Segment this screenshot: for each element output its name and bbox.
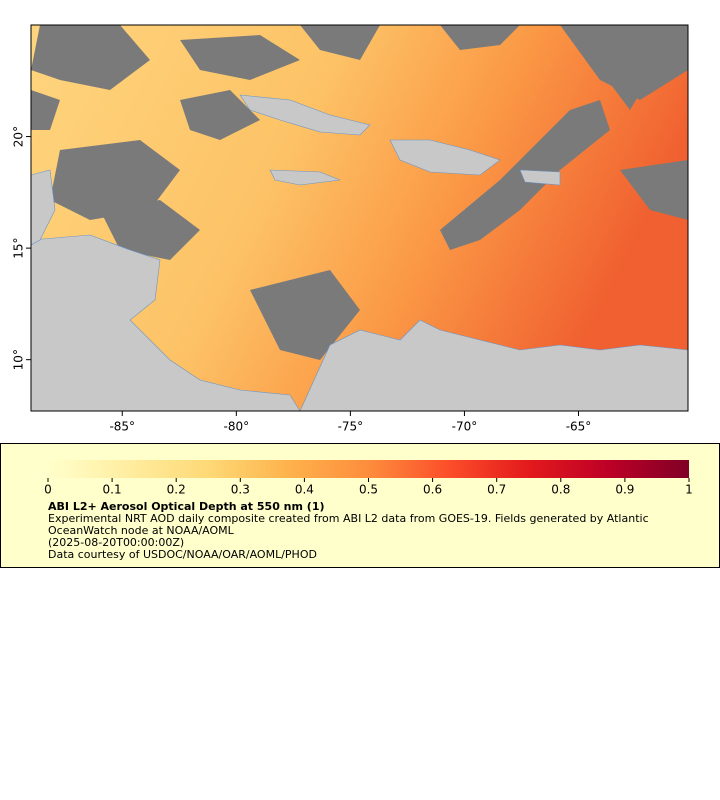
colorbar-tick-label: 0.4 bbox=[295, 483, 314, 497]
y-tick-label: 10° bbox=[12, 349, 26, 370]
colorbar-scale bbox=[48, 460, 689, 478]
x-tick-label: -65° bbox=[566, 420, 592, 434]
colorbar-tick-label: 0.7 bbox=[487, 483, 506, 497]
x-tick-label: -80° bbox=[224, 420, 250, 434]
y-tick-label: 20° bbox=[12, 126, 26, 147]
cloud-mask bbox=[31, 25, 688, 360]
colorbar-tick-label: 0.9 bbox=[615, 483, 634, 497]
colorbar-tick-label: 0.3 bbox=[231, 483, 250, 497]
colorbar-tick-label: 0.2 bbox=[167, 483, 186, 497]
legend-credit: Data courtesy of USDOC/NOAA/OAR/AOML/PHO… bbox=[48, 548, 317, 561]
colorbar-tick-label: 1 bbox=[685, 483, 693, 497]
legend-time: (2025-08-20T00:00:00Z) bbox=[48, 536, 185, 549]
colorbar: 0 0.1 0.2 0.3 0.4 0.5 0.6 0.7 0.8 0.9 1 bbox=[44, 460, 693, 497]
colorbar-tick-label: 0 bbox=[44, 483, 52, 497]
colorbar-tick-label: 0.5 bbox=[359, 483, 378, 497]
x-tick-label: -70° bbox=[452, 420, 478, 434]
legend-panel: 0 0.1 0.2 0.3 0.4 0.5 0.6 0.7 0.8 0.9 1 ABI L2+ Ae… bbox=[0, 443, 720, 568]
legend-title: ABI L2+ Aerosol Optical Depth at 550 nm … bbox=[48, 500, 325, 513]
colorbar-tick-label: 0.8 bbox=[551, 483, 570, 497]
y-tick-label: 15° bbox=[12, 237, 26, 258]
legend-description: Experimental NRT AOD daily composite cre… bbox=[48, 512, 649, 537]
x-tick-label: -75° bbox=[338, 420, 364, 434]
colorbar-tick-label: 0.6 bbox=[423, 483, 442, 497]
legend-text: ABI L2+ Aerosol Optical Depth at 550 nm … bbox=[48, 501, 688, 561]
colorbar-tick-label: 0.1 bbox=[103, 483, 122, 497]
x-tick-label: -85° bbox=[109, 420, 135, 434]
map-figure: -85° -80° -75° -70° -65° 10° 15° 20° bbox=[12, 24, 689, 434]
map-area bbox=[31, 25, 688, 411]
land bbox=[31, 94, 688, 411]
axes: -85° -80° -75° -70° -65° 10° 15° 20° bbox=[12, 126, 592, 434]
map-frame bbox=[30, 24, 689, 412]
